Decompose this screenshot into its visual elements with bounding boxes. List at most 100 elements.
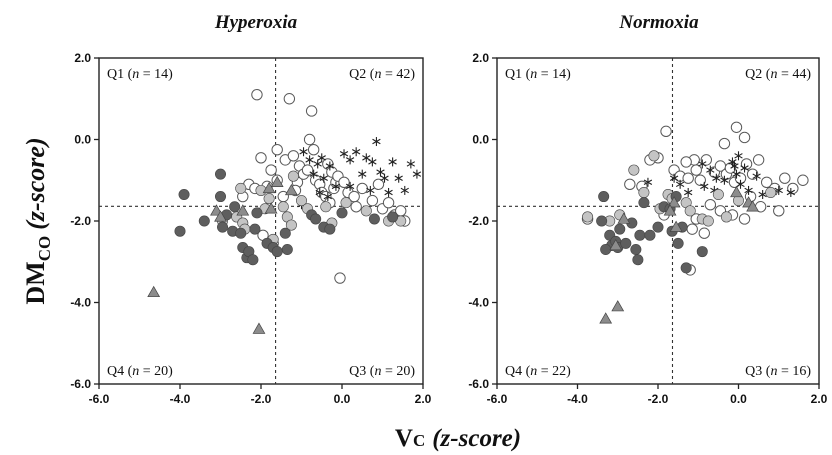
point-asterisk: [740, 163, 749, 173]
point-asterisk: [730, 161, 739, 171]
point-triangle: [214, 210, 227, 222]
point-open: [265, 164, 277, 176]
point-asterisk: [732, 169, 741, 179]
point-filled-dark: [281, 244, 293, 256]
point-open: [350, 201, 362, 213]
x-tick-label: 0.0: [730, 392, 747, 406]
point-asterisk: [345, 181, 355, 191]
point-filled-dark: [310, 213, 322, 225]
y-axis-title: DMCO (z-score): [21, 137, 54, 304]
point-filled-light: [702, 215, 714, 227]
point-filled-light: [638, 186, 650, 198]
point-asterisk: [323, 192, 332, 202]
x-tick-label: 2.0: [811, 392, 828, 406]
quadrant-label-q3: Q3 (n = 16): [745, 364, 811, 379]
panel-title: Normoxia: [618, 12, 699, 33]
y-tick-label: -6.0: [468, 377, 489, 391]
point-asterisk: [706, 165, 715, 175]
point-open: [251, 88, 263, 101]
point-filled-dark: [387, 211, 399, 223]
point-filled-light: [582, 211, 594, 223]
point-filled-light: [720, 211, 732, 223]
point-filled-dark: [614, 223, 626, 235]
point-filled-dark: [249, 223, 261, 235]
point-open: [303, 133, 316, 146]
point-filled-dark: [215, 191, 227, 203]
point-filled-dark: [247, 254, 259, 266]
point-filled-dark: [598, 191, 610, 203]
point-asterisk: [684, 187, 693, 197]
point-asterisk: [669, 173, 679, 183]
point-open: [730, 121, 743, 133]
point-open: [797, 174, 809, 186]
point-asterisk: [339, 149, 349, 159]
point-filled-dark: [279, 227, 291, 239]
point-filled-dark: [652, 221, 664, 233]
point-filled-dark: [634, 229, 646, 241]
point-asterisk: [700, 181, 709, 191]
x-tick-label: 2.0: [415, 392, 432, 406]
point-open: [680, 156, 692, 168]
point-filled-dark: [596, 215, 608, 227]
point-open: [704, 199, 717, 211]
quadrant-label-q2: Q2 (n = 42): [349, 67, 415, 82]
quadrant-label-q2: Q2 (n = 44): [745, 67, 811, 82]
point-open: [271, 143, 283, 156]
point-triangle: [252, 322, 266, 334]
point-asterisk: [358, 169, 367, 179]
svg-text:DMCO(z-score): DMCO (z-score): [21, 137, 54, 304]
point-triangle: [236, 204, 250, 216]
point-filled-dark: [638, 197, 650, 209]
quadrant-label-q4: Q4 (n = 20): [107, 364, 173, 379]
point-filled-dark: [235, 227, 247, 239]
point-open: [255, 152, 267, 164]
y-tick-label: -4.0: [70, 296, 91, 310]
panel-title: Hyperoxia: [214, 12, 298, 33]
data-points: [581, 121, 809, 324]
point-asterisk: [394, 173, 403, 183]
x-tick-label: -4.0: [170, 392, 191, 406]
point-filled-dark: [336, 207, 348, 219]
point-asterisk: [384, 187, 393, 197]
point-open: [738, 131, 751, 144]
axis-ticks: -6.0 -4.0 -2.0 0.0 2.0 2.0 0.0 -2.0 -4.0 -6.0: [70, 51, 431, 406]
data-points: [147, 88, 422, 334]
point-asterisk: [400, 185, 409, 195]
y-axis-title-unit: (z-score): [21, 137, 50, 229]
point-asterisk: [744, 185, 753, 195]
point-filled-light: [628, 164, 640, 176]
point-open: [305, 105, 318, 117]
point-asterisk: [388, 157, 397, 167]
point-filled-light: [765, 186, 777, 198]
point-open: [738, 213, 751, 225]
x-axis-title: VC (z-score): [395, 425, 521, 452]
point-asterisk: [331, 181, 341, 191]
point-open: [366, 194, 379, 207]
point-asterisk: [317, 153, 326, 163]
point-triangle: [264, 202, 278, 214]
point-asterisk: [299, 147, 308, 157]
point-triangle: [669, 220, 683, 232]
point-open: [372, 178, 385, 191]
point-open: [773, 205, 785, 217]
y-tick-label: -6.0: [70, 377, 91, 391]
x-axis-title-sub: C: [413, 431, 425, 450]
point-filled-dark: [229, 201, 241, 213]
x-axis-title-main: V: [395, 425, 413, 452]
point-filled-dark: [368, 213, 380, 225]
point-filled-dark: [644, 229, 656, 241]
point-triangle: [147, 285, 161, 298]
hyperoxia-panel: Hyperoxia -6.0 -4.0 -2.0 0.0 2.0 2.0 0.0 -2.0 -4…: [70, 12, 431, 406]
point-triangle: [262, 181, 276, 194]
quadrant-labels: Q1 (n = 14) Q2 (n = 42) Q3 (n = 20) Q4 (n =…: [107, 67, 415, 379]
x-tick-label: -2.0: [648, 392, 669, 406]
point-open: [338, 176, 350, 188]
point-asterisk: [305, 155, 314, 165]
x-tick-label: -6.0: [89, 392, 110, 406]
point-filled-light: [684, 205, 696, 217]
threshold-lines: [497, 58, 819, 384]
y-axis-title-main: DM: [21, 261, 50, 304]
point-filled-dark: [620, 237, 632, 249]
point-triangle: [663, 204, 677, 216]
